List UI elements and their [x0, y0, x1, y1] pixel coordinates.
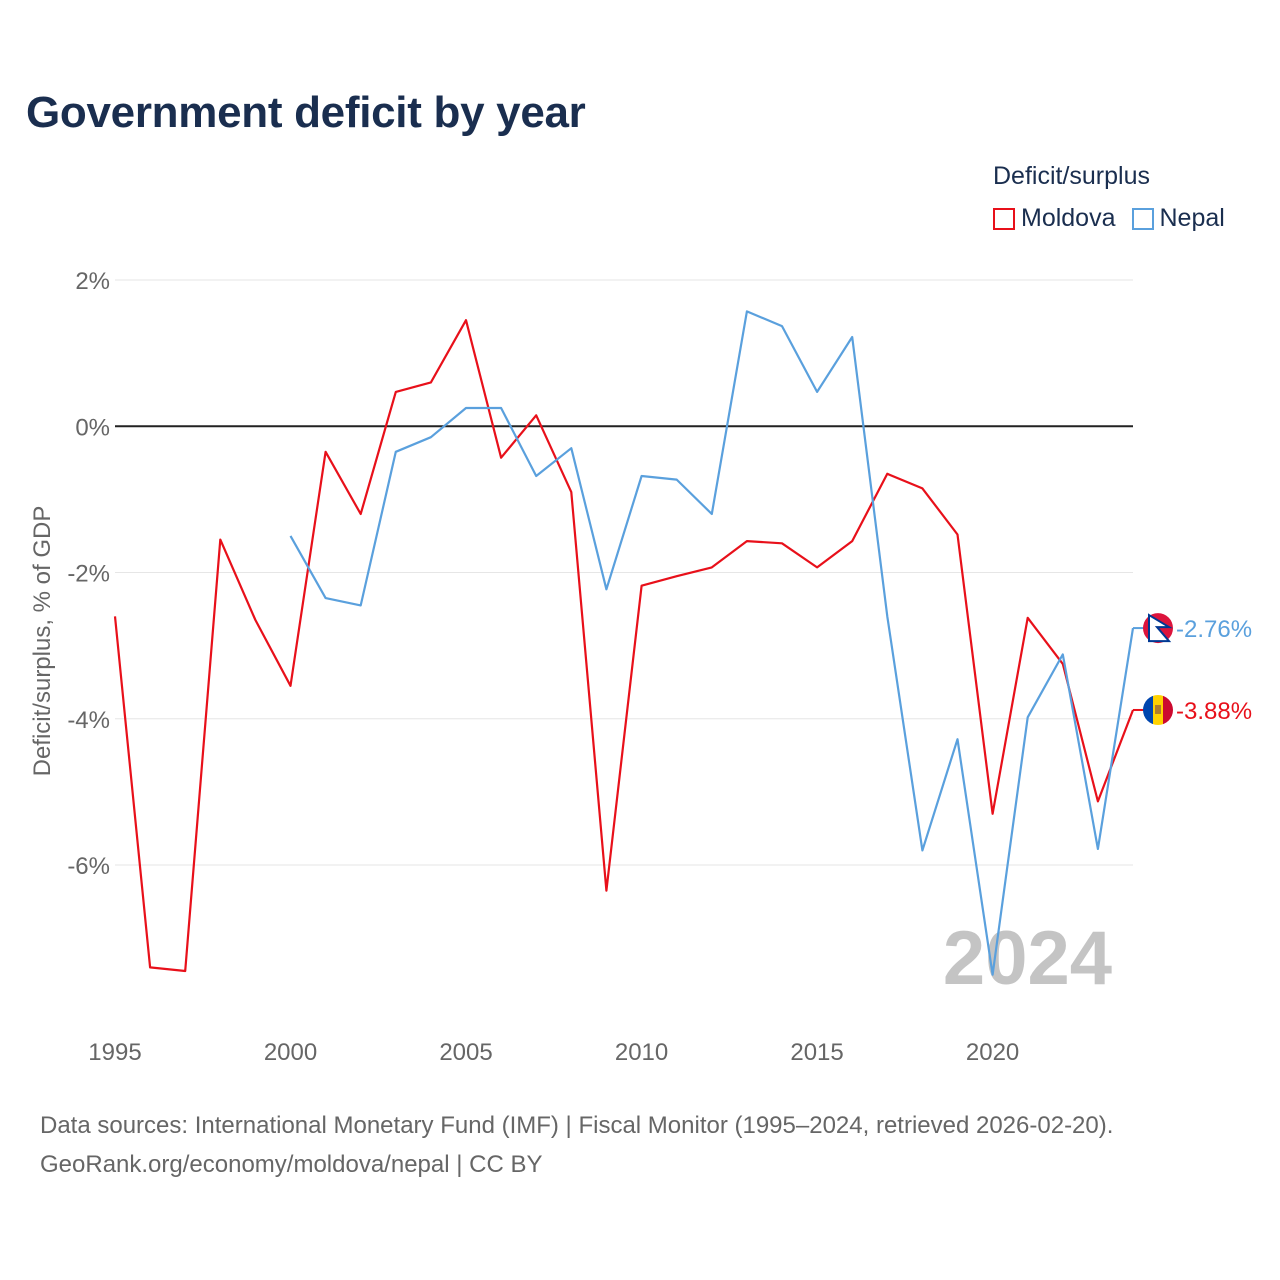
legend-title: Deficit/surplus	[993, 162, 1150, 190]
x-tick-label: 2015	[790, 1039, 843, 1066]
legend: Moldova Nepal	[993, 204, 1241, 233]
legend-label-nepal: Nepal	[1159, 204, 1225, 232]
end-labels: -3.88% -2.76%	[1133, 613, 1252, 725]
footer: Data sources: International Monetary Fun…	[40, 1106, 1113, 1184]
series-lines	[113, 310, 1135, 976]
moldova-flag-icon	[1143, 694, 1173, 725]
y-tick-label: -2%	[67, 561, 110, 588]
x-tick-label: 2010	[615, 1039, 668, 1066]
end-label-moldova: -3.88%	[1176, 698, 1252, 725]
x-tick-label: 1995	[88, 1039, 141, 1066]
legend-item-moldova[interactable]: Moldova	[993, 204, 1116, 233]
x-tick-label: 2020	[966, 1039, 1019, 1066]
y-tick-label: 2%	[75, 268, 110, 295]
footer-sources: Data sources: International Monetary Fun…	[40, 1112, 1114, 1139]
legend-label-moldova: Moldova	[1021, 204, 1116, 232]
x-tick-labels: 1995 2000 2005 2010 2015 2020	[88, 1039, 1019, 1066]
grid-lines	[115, 279, 1133, 866]
y-axis-label: Deficit/surplus, % of GDP	[29, 506, 56, 777]
chart-title: Government deficit by year	[26, 88, 586, 137]
line-chart: 2% 0% -2% -4% -6% 1995 2000 2005 2010 2015 2020 2…	[29, 268, 1252, 1066]
legend-swatch-nepal	[1131, 207, 1154, 230]
y-tick-label: -4%	[67, 707, 110, 734]
x-tick-label: 2000	[264, 1039, 317, 1066]
legend-item-nepal[interactable]: Nepal	[1131, 204, 1225, 233]
x-tick-label: 2005	[439, 1039, 492, 1066]
footer-credit: GeoRank.org/economy/moldova/nepal | CC B…	[40, 1151, 543, 1178]
series-line-nepal	[289, 310, 1135, 976]
series-line-moldova	[113, 319, 1135, 973]
year-watermark: 2024	[943, 916, 1112, 1001]
y-tick-labels: 2% 0% -2% -4% -6%	[67, 268, 110, 880]
nepal-flag-icon	[1143, 613, 1173, 644]
y-tick-label: 0%	[75, 414, 110, 441]
legend-swatch-moldova	[993, 207, 1015, 230]
y-tick-label: -6%	[67, 853, 110, 880]
end-label-nepal: -2.76%	[1176, 616, 1252, 643]
